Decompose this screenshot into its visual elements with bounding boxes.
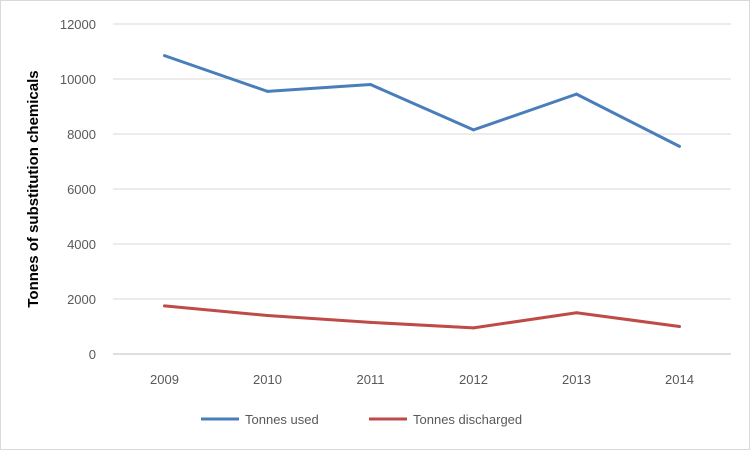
data-point xyxy=(163,54,166,58)
series-line-0 xyxy=(164,54,681,148)
x-tick-label: 2011 xyxy=(357,372,385,387)
y-tick-label: 4000 xyxy=(67,237,96,252)
data-point xyxy=(369,320,372,324)
series-line-1 xyxy=(164,304,680,330)
data-point xyxy=(678,325,681,328)
x-tick-label: 2013 xyxy=(562,372,591,387)
y-axis-label: Tonnes of substitution chemicals xyxy=(25,70,42,307)
data-point xyxy=(369,83,372,86)
x-tick-label: 2010 xyxy=(253,372,282,387)
data-point xyxy=(472,326,475,330)
data-point xyxy=(678,144,681,148)
data-point xyxy=(266,314,269,317)
data-point xyxy=(575,92,578,96)
y-tick-label: 2000 xyxy=(67,292,96,307)
legend-label: Tonnes discharged xyxy=(413,412,522,427)
data-point xyxy=(163,304,166,308)
data-point xyxy=(575,311,578,315)
y-tick-label: 10000 xyxy=(60,72,96,87)
data-point xyxy=(472,128,475,132)
x-tick-label: 2009 xyxy=(150,372,179,387)
y-tick-label: 12000 xyxy=(60,17,96,32)
x-tick-label: 2014 xyxy=(665,372,694,387)
x-tick-label: 2012 xyxy=(459,372,488,387)
data-point xyxy=(266,89,269,93)
y-tick-label: 8000 xyxy=(67,127,96,142)
y-tick-label: 6000 xyxy=(67,182,96,197)
y-tick-label: 0 xyxy=(89,347,96,362)
legend-label: Tonnes used xyxy=(245,412,319,427)
